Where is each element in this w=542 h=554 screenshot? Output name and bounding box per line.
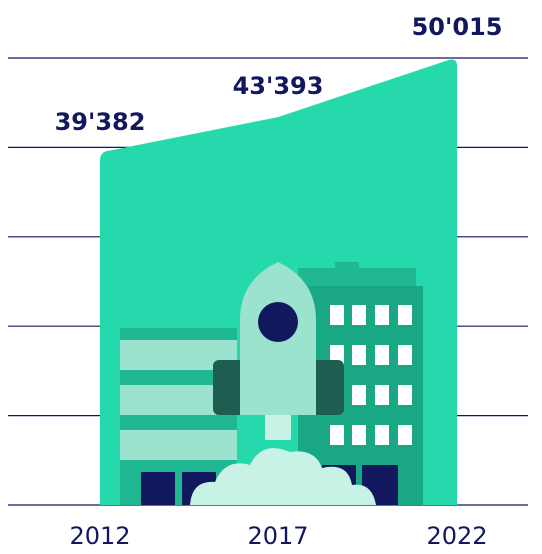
building-top <box>298 268 416 286</box>
x-tick-label: 2017 <box>247 522 308 550</box>
x-tick-label: 2022 <box>426 522 487 550</box>
rocket-fin <box>213 360 248 415</box>
labels: 39'382 2012 43'393 2017 50'015 2022 <box>55 13 503 550</box>
door <box>141 472 175 505</box>
value-label: 43'393 <box>233 72 324 100</box>
stripe <box>120 430 237 460</box>
illustration <box>120 262 423 505</box>
rocket-window <box>258 302 298 342</box>
value-label: 39'382 <box>55 108 146 136</box>
value-label: 50'015 <box>412 13 503 41</box>
rocket-fin <box>309 360 344 415</box>
smoke-cloud <box>190 448 376 505</box>
x-tick-label: 2012 <box>69 522 130 550</box>
